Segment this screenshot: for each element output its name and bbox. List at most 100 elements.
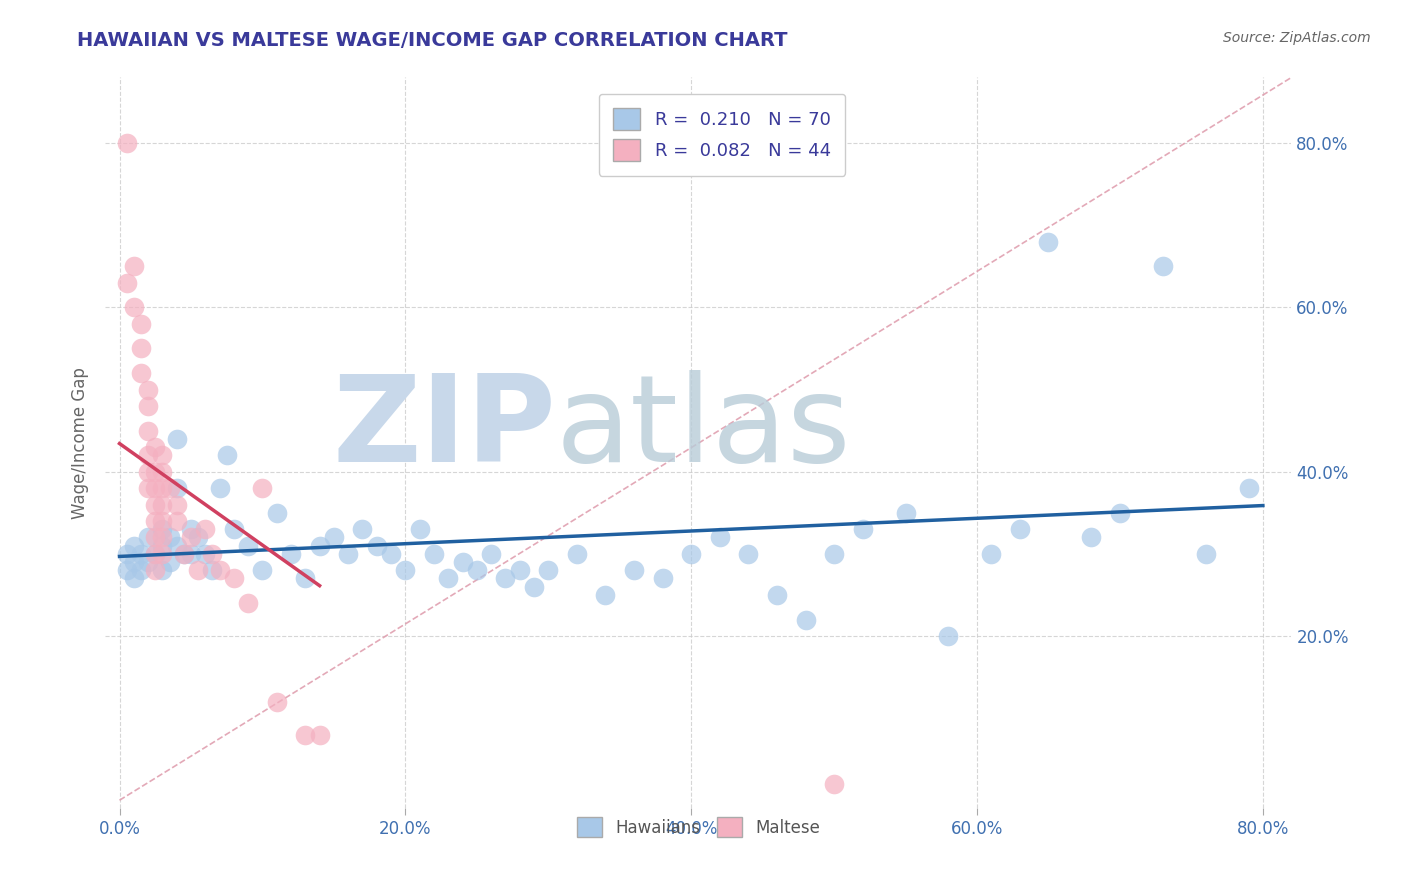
- Point: [136, 383, 159, 397]
- Point: [494, 572, 516, 586]
- Point: [173, 547, 195, 561]
- Point: [280, 547, 302, 561]
- Point: [115, 563, 138, 577]
- Point: [222, 522, 245, 536]
- Point: [122, 301, 145, 315]
- Point: [136, 424, 159, 438]
- Point: [129, 342, 152, 356]
- Point: [894, 506, 917, 520]
- Point: [1080, 530, 1102, 544]
- Point: [215, 448, 238, 462]
- Point: [187, 530, 209, 544]
- Point: [159, 481, 181, 495]
- Point: [201, 547, 224, 561]
- Point: [150, 547, 173, 561]
- Point: [150, 522, 173, 536]
- Point: [150, 481, 173, 495]
- Point: [180, 547, 202, 561]
- Point: [122, 555, 145, 569]
- Text: HAWAIIAN VS MALTESE WAGE/INCOME GAP CORRELATION CHART: HAWAIIAN VS MALTESE WAGE/INCOME GAP CORR…: [77, 31, 787, 50]
- Point: [122, 539, 145, 553]
- Text: Source: ZipAtlas.com: Source: ZipAtlas.com: [1223, 31, 1371, 45]
- Point: [159, 530, 181, 544]
- Point: [166, 498, 188, 512]
- Point: [115, 136, 138, 150]
- Point: [208, 481, 231, 495]
- Point: [352, 522, 374, 536]
- Point: [150, 498, 173, 512]
- Point: [236, 596, 259, 610]
- Text: ZIP: ZIP: [332, 370, 555, 487]
- Point: [1038, 235, 1060, 249]
- Y-axis label: Wage/Income Gap: Wage/Income Gap: [72, 367, 89, 519]
- Point: [523, 580, 546, 594]
- Point: [1008, 522, 1031, 536]
- Point: [143, 547, 166, 561]
- Point: [136, 481, 159, 495]
- Point: [180, 522, 202, 536]
- Point: [681, 547, 703, 561]
- Point: [173, 547, 195, 561]
- Point: [1109, 506, 1132, 520]
- Point: [709, 530, 731, 544]
- Point: [595, 588, 617, 602]
- Point: [143, 440, 166, 454]
- Point: [266, 506, 288, 520]
- Point: [394, 563, 416, 577]
- Point: [187, 563, 209, 577]
- Point: [143, 547, 166, 561]
- Point: [222, 572, 245, 586]
- Point: [451, 555, 474, 569]
- Point: [166, 514, 188, 528]
- Point: [823, 777, 845, 791]
- Point: [150, 465, 173, 479]
- Point: [337, 547, 360, 561]
- Point: [143, 465, 166, 479]
- Point: [122, 572, 145, 586]
- Point: [136, 465, 159, 479]
- Point: [208, 563, 231, 577]
- Point: [136, 530, 159, 544]
- Point: [380, 547, 402, 561]
- Point: [166, 432, 188, 446]
- Point: [129, 366, 152, 380]
- Point: [737, 547, 759, 561]
- Point: [465, 563, 488, 577]
- Point: [308, 727, 330, 741]
- Point: [150, 563, 173, 577]
- Point: [366, 539, 388, 553]
- Point: [159, 555, 181, 569]
- Point: [509, 563, 531, 577]
- Point: [122, 260, 145, 274]
- Point: [266, 695, 288, 709]
- Point: [150, 539, 173, 553]
- Point: [565, 547, 588, 561]
- Point: [115, 547, 138, 561]
- Point: [136, 555, 159, 569]
- Point: [136, 448, 159, 462]
- Point: [1152, 260, 1174, 274]
- Point: [623, 563, 645, 577]
- Point: [143, 563, 166, 577]
- Point: [1195, 547, 1218, 561]
- Point: [166, 481, 188, 495]
- Text: atlas: atlas: [555, 370, 852, 487]
- Point: [308, 539, 330, 553]
- Point: [143, 498, 166, 512]
- Point: [236, 539, 259, 553]
- Point: [252, 563, 274, 577]
- Point: [201, 563, 224, 577]
- Point: [136, 399, 159, 413]
- Point: [294, 727, 316, 741]
- Point: [129, 563, 152, 577]
- Point: [479, 547, 502, 561]
- Point: [794, 613, 817, 627]
- Point: [129, 547, 152, 561]
- Legend: Hawaiians, Maltese: Hawaiians, Maltese: [569, 810, 827, 844]
- Point: [408, 522, 430, 536]
- Point: [537, 563, 560, 577]
- Point: [194, 547, 217, 561]
- Point: [980, 547, 1002, 561]
- Point: [143, 514, 166, 528]
- Point: [150, 514, 173, 528]
